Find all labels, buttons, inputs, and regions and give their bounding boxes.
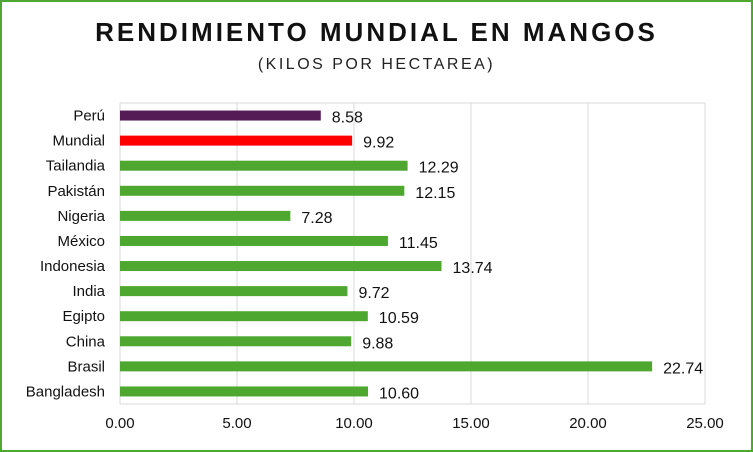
bar (120, 336, 352, 347)
bar (120, 210, 291, 221)
category-label: Egipto (62, 308, 105, 325)
bar (120, 160, 408, 171)
data-label: 7.28 (301, 210, 332, 227)
data-label: 8.58 (332, 110, 363, 127)
data-label: 10.60 (379, 385, 419, 402)
x-tick-label: 25.00 (686, 415, 724, 432)
data-label: 9.92 (363, 135, 394, 152)
category-label: Perú (73, 108, 105, 125)
category-label: México (57, 233, 105, 250)
category-label: Mundial (52, 133, 105, 150)
category-label: India (72, 283, 105, 300)
category-label: Tailandia (46, 158, 106, 175)
data-label: 10.59 (379, 310, 419, 327)
bar (120, 135, 353, 146)
bar (120, 261, 442, 272)
category-label: China (66, 333, 106, 350)
x-tick-label: 15.00 (452, 415, 490, 432)
bar (120, 386, 369, 397)
bar (120, 286, 348, 297)
data-label: 9.72 (358, 285, 389, 302)
category-label: Brasil (67, 358, 105, 375)
bar (120, 110, 321, 121)
data-label: 12.29 (419, 160, 459, 177)
bar (120, 185, 405, 196)
data-label: 9.88 (362, 335, 393, 352)
data-label: 12.15 (415, 185, 455, 202)
bar (120, 311, 368, 322)
chart-subtitle: (KILOS POR HECTAREA) (257, 56, 496, 73)
category-label: Nigeria (57, 208, 105, 225)
data-label: 11.45 (399, 235, 438, 252)
x-tick-label: 20.00 (569, 415, 607, 432)
category-label: Bangladesh (26, 383, 105, 400)
x-tick-label: 5.00 (222, 415, 251, 432)
chart-title: RENDIMIENTO MUNDIAL EN MANGOS (95, 17, 658, 47)
data-label: 22.74 (663, 360, 703, 377)
x-tick-label: 0.00 (105, 415, 134, 432)
x-tick-label: 10.00 (335, 415, 373, 432)
category-label: Indonesia (40, 258, 106, 275)
bar (120, 361, 653, 372)
bar (120, 235, 388, 246)
category-label: Pakistán (47, 183, 105, 200)
data-label: 13.74 (453, 260, 493, 277)
